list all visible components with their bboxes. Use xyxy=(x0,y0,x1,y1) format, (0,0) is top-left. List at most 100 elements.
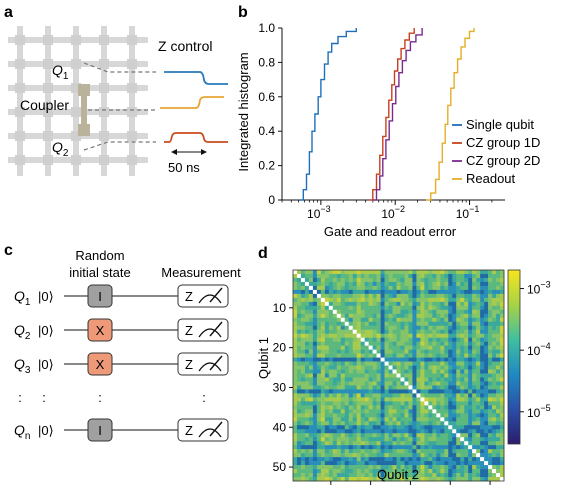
heatmap-cell xyxy=(340,477,346,482)
heatmap-cell xyxy=(356,469,361,474)
heatmap-cell xyxy=(304,289,310,295)
heatmap-cell xyxy=(496,357,501,362)
heatmap-cell xyxy=(388,469,393,474)
heatmap-cell xyxy=(368,445,373,450)
heatmap-cell xyxy=(432,461,437,466)
heatmap-cell xyxy=(480,385,485,390)
colorbar-tick-label: 10−3 xyxy=(527,280,551,297)
heatmap-cell xyxy=(356,297,361,303)
heatmap-cell xyxy=(396,409,401,414)
heatmap-cell xyxy=(488,341,493,346)
heatmap-cell xyxy=(424,289,429,295)
heatmap-cell xyxy=(296,425,302,430)
heatmap-cell xyxy=(392,433,397,438)
heatmap-cell xyxy=(396,421,401,426)
heatmap-cell xyxy=(488,349,493,354)
heatmap-cell xyxy=(452,373,457,378)
ket-label: |0⟩ xyxy=(38,357,54,372)
heatmap-cell xyxy=(416,429,421,434)
heatmap-cell xyxy=(428,313,433,319)
heatmap-cell xyxy=(444,337,449,342)
heatmap-cell xyxy=(384,389,389,394)
heatmap-cell xyxy=(444,473,449,478)
heatmap-cell xyxy=(384,409,389,414)
heatmap-cell xyxy=(308,473,314,478)
heatmap-cell xyxy=(388,301,393,307)
crosstalk-heatmap: 10203040501020304050 xyxy=(273,269,505,489)
heatmap-cell xyxy=(328,353,334,358)
heatmap-cell xyxy=(364,281,369,287)
heatmap-cell xyxy=(472,281,477,287)
heatmap-cell xyxy=(348,397,354,402)
heatmap-cell xyxy=(316,297,322,303)
heatmap-cell xyxy=(364,397,369,402)
heatmap-cell xyxy=(404,477,409,482)
heatmap-cell xyxy=(480,309,485,315)
heatmap-cell xyxy=(356,365,361,370)
heatmap-cell xyxy=(444,441,449,446)
heatmap-cell xyxy=(440,421,445,426)
heatmap-cell xyxy=(432,453,437,458)
heatmap-cell xyxy=(404,457,409,462)
heatmap-cell xyxy=(440,277,445,283)
heatmap-cell xyxy=(500,353,505,358)
heatmap-cell xyxy=(364,469,369,474)
heatmap-cell xyxy=(484,377,489,382)
heatmap-cell xyxy=(384,437,389,442)
heatmap-cell xyxy=(488,281,493,287)
heatmap-cell xyxy=(408,449,413,454)
qubit-node xyxy=(15,35,25,45)
heatmap-cell xyxy=(464,473,469,478)
heatmap-cell xyxy=(348,357,354,362)
heatmap-cell xyxy=(472,477,477,482)
heatmap-cell xyxy=(416,425,421,430)
heatmap-cell xyxy=(404,449,409,454)
heatmap-cell xyxy=(336,301,342,307)
heatmap-cell xyxy=(293,373,298,378)
heatmap-cell xyxy=(308,341,314,346)
heatmap-cell xyxy=(392,465,397,470)
heatmap-cell xyxy=(348,281,354,287)
heatmap-cell xyxy=(404,361,409,366)
heatmap-cell xyxy=(476,457,481,462)
heatmap-cell xyxy=(496,433,501,438)
heatmap-cell xyxy=(376,361,381,366)
heatmap-cell xyxy=(476,341,481,346)
heatmap-cell xyxy=(352,333,357,338)
heatmap-cell xyxy=(404,469,409,474)
heatmap-cell xyxy=(332,429,338,434)
heatmap-cell xyxy=(380,477,385,482)
heatmap-cell xyxy=(344,281,350,287)
heatmap-cell xyxy=(360,345,365,350)
heatmap-cell xyxy=(304,369,310,374)
heatmap-cell xyxy=(316,445,322,450)
q1-pulse xyxy=(164,71,228,85)
heatmap-cell xyxy=(384,477,389,482)
heatmap-cell xyxy=(472,325,477,331)
heatmap-cell xyxy=(368,405,373,410)
heatmap-cell xyxy=(336,333,342,338)
heatmap-cell xyxy=(492,381,497,386)
heatmap-cell xyxy=(488,321,493,327)
heatmap-cell xyxy=(456,345,461,350)
heatmap-cell xyxy=(468,333,473,338)
heatmap-cell xyxy=(432,301,437,307)
heatmap-cell xyxy=(388,389,393,394)
heatmap-cell xyxy=(364,381,369,386)
heatmap-cell xyxy=(444,341,449,346)
heatmap-cell xyxy=(488,393,493,398)
heatmap-cell xyxy=(448,409,453,414)
heatmap-cell xyxy=(484,345,489,350)
heatmap-cell xyxy=(408,413,413,418)
heatmap-cell xyxy=(444,329,449,334)
heatmap-cell xyxy=(396,273,401,279)
heatmap-cell xyxy=(364,273,369,279)
heatmap-cell xyxy=(496,333,501,338)
heatmap-cell xyxy=(416,325,421,331)
heatmap-cell xyxy=(488,345,493,350)
heatmap-cell xyxy=(396,361,401,366)
heatmap-cell xyxy=(428,389,433,394)
heatmap-cell xyxy=(456,437,461,442)
heatmap-cell xyxy=(472,413,477,418)
heatmap-cell xyxy=(468,373,473,378)
